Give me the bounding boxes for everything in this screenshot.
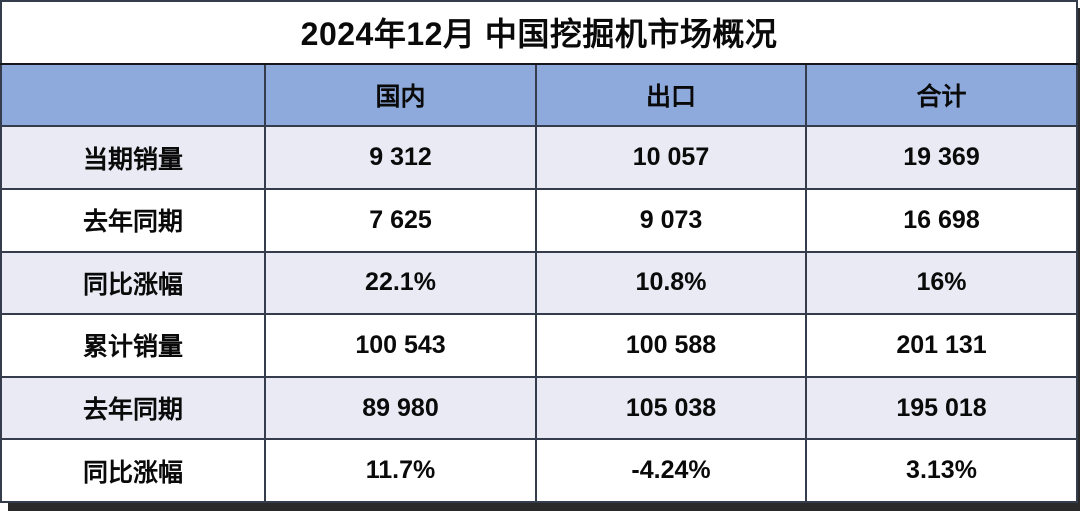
table-row-yoy-change: 同比涨幅 22.1% 10.8% 16% (0, 250, 1078, 316)
excavator-market-table: 2024年12月 中国挖掘机市场概况 国内 出口 合计 当期销量 9 312 1… (0, 0, 1078, 503)
table-header-row: 国内 出口 合计 (0, 62, 1078, 128)
row-label: 累计销量 (0, 313, 266, 378)
market-table-container: 2024年12月 中国挖掘机市场概况 国内 出口 合计 当期销量 9 312 1… (0, 0, 1078, 503)
cell-value: 16% (805, 250, 1078, 316)
cell-value: 3.13% (805, 438, 1078, 503)
table-row-last-year-same-period: 去年同期 7 625 9 073 16 698 (0, 187, 1078, 253)
cell-value: 9 312 (264, 125, 537, 190)
cell-value: 195 018 (805, 375, 1078, 441)
header-cell-empty (0, 62, 266, 128)
cell-value: 201 131 (805, 313, 1078, 378)
cell-value: 16 698 (805, 187, 1078, 253)
cell-value: 10 057 (535, 125, 807, 190)
cell-value: -4.24% (535, 438, 807, 503)
row-label: 当期销量 (0, 125, 266, 190)
row-label: 同比涨幅 (0, 250, 266, 316)
cell-value: 22.1% (264, 250, 537, 316)
cell-value: 89 980 (264, 375, 537, 441)
header-cell-export: 出口 (535, 62, 807, 128)
table-row-cumulative-yoy-change: 同比涨幅 11.7% -4.24% 3.13% (0, 438, 1078, 503)
header-cell-domestic: 国内 (264, 62, 537, 128)
row-label: 同比涨幅 (0, 438, 266, 503)
cell-value: 9 073 (535, 187, 807, 253)
cell-value: 105 038 (535, 375, 807, 441)
cell-value: 11.7% (264, 438, 537, 503)
cell-value: 100 588 (535, 313, 807, 378)
table-row-current-sales: 当期销量 9 312 10 057 19 369 (0, 125, 1078, 190)
table-title-row: 2024年12月 中国挖掘机市场概况 (0, 0, 1078, 65)
cell-value: 7 625 (264, 187, 537, 253)
row-label: 去年同期 (0, 187, 266, 253)
table-row-cumulative-sales: 累计销量 100 543 100 588 201 131 (0, 313, 1078, 378)
table-title: 2024年12月 中国挖掘机市场概况 (0, 0, 1078, 65)
cell-value: 100 543 (264, 313, 537, 378)
row-label: 去年同期 (0, 375, 266, 441)
table-row-cumulative-last-year: 去年同期 89 980 105 038 195 018 (0, 375, 1078, 441)
cell-value: 19 369 (805, 125, 1078, 190)
cell-value: 10.8% (535, 250, 807, 316)
header-cell-total: 合计 (805, 62, 1078, 128)
